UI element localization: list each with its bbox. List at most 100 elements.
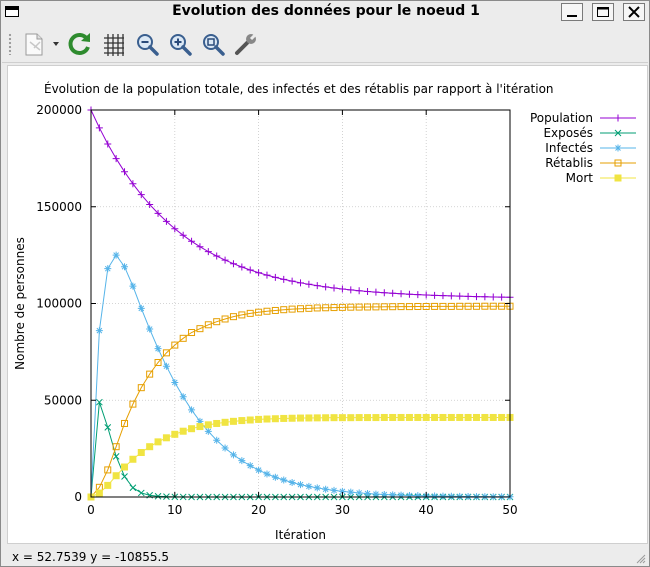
data-point-population	[280, 275, 288, 283]
data-point-population	[439, 292, 447, 300]
legend-label-mort: Mort	[566, 171, 594, 185]
data-point-population	[112, 155, 120, 163]
zoom-out-button[interactable]	[133, 30, 161, 58]
window-title: Evolution des données pour le noeud 1	[172, 3, 480, 19]
grid-button[interactable]	[100, 30, 128, 58]
settings-button[interactable]	[232, 30, 260, 58]
data-point-infectes	[121, 263, 129, 271]
data-point-retablis	[229, 313, 237, 321]
data-point-retablis	[439, 302, 447, 310]
data-point-retablis	[313, 304, 321, 312]
copy-dropdown-button[interactable]	[51, 30, 61, 58]
data-point-infectes	[188, 406, 196, 414]
data-point-population	[431, 291, 439, 299]
data-point-retablis	[154, 359, 162, 367]
data-point-mort	[439, 413, 447, 421]
data-point-infectes	[95, 327, 103, 335]
data-point-exposes	[112, 453, 120, 460]
data-point-mort	[196, 423, 204, 431]
replot-icon	[68, 33, 90, 55]
data-point-population	[405, 290, 413, 298]
data-point-mort	[129, 455, 137, 463]
data-point-infectes	[405, 491, 413, 499]
maximize-button[interactable]	[592, 3, 614, 21]
resize-grip-icon[interactable]	[634, 552, 646, 564]
data-point-infectes	[162, 362, 170, 370]
toolbar-grip[interactable]	[8, 33, 12, 55]
data-point-infectes	[154, 345, 162, 353]
x-tick-label: 50	[502, 503, 517, 517]
data-point-population	[255, 269, 263, 277]
window-icon[interactable]	[5, 6, 19, 17]
data-point-infectes	[322, 485, 330, 493]
data-point-mort	[146, 443, 154, 451]
data-point-retablis	[347, 303, 355, 311]
data-point-retablis	[288, 305, 296, 313]
data-point-infectes	[171, 378, 179, 386]
data-point-population	[380, 289, 388, 297]
data-point-retablis	[498, 302, 506, 310]
data-point-mort	[431, 413, 439, 421]
data-point-mort	[221, 418, 229, 426]
data-point-retablis	[372, 303, 380, 311]
data-point-mort	[288, 414, 296, 422]
title-bar[interactable]: Evolution des données pour le noeud 1	[1, 1, 649, 23]
data-point-infectes	[146, 325, 154, 333]
series-line-infectes	[90, 254, 511, 498]
data-point-population	[464, 292, 472, 300]
data-point-mort	[297, 414, 304, 422]
data-point-mort	[456, 413, 464, 421]
data-point-mort	[263, 415, 271, 423]
data-point-infectes	[297, 481, 304, 489]
data-point-retablis	[246, 309, 254, 317]
y-axis-label: Nombre de personnes	[13, 237, 27, 370]
data-point-retablis	[397, 303, 405, 311]
data-point-population	[364, 287, 372, 295]
minimize-button[interactable]	[561, 3, 583, 21]
data-point-retablis	[355, 303, 363, 311]
plot-area[interactable]: 0 10 20 30 40 50 0 50000 100000 150000 200000 Évolu…	[7, 65, 648, 544]
data-point-population	[347, 286, 355, 294]
data-point-infectes	[397, 491, 405, 499]
data-point-mort	[489, 413, 497, 421]
x-tick-label: 40	[419, 503, 434, 517]
legend-marker-mort	[614, 174, 622, 182]
close-button[interactable]	[623, 3, 645, 21]
legend-label-infectes: Infectés	[545, 141, 593, 155]
data-point-retablis	[179, 334, 187, 342]
data-point-population	[472, 293, 480, 301]
zoom-fit-button[interactable]	[199, 30, 227, 58]
data-point-retablis	[213, 318, 221, 326]
copy-button[interactable]	[20, 30, 48, 58]
data-point-infectes	[204, 427, 212, 435]
cursor-coordinates: x = 52.7539 y = -10855.5	[12, 550, 169, 564]
data-point-retablis	[472, 302, 480, 310]
data-point-population	[154, 209, 162, 217]
replot-button[interactable]	[66, 30, 94, 58]
data-point-infectes	[280, 476, 288, 484]
data-point-retablis	[297, 305, 304, 313]
data-point-population	[422, 291, 430, 299]
data-point-infectes	[112, 251, 120, 259]
data-point-population	[204, 248, 212, 256]
data-point-mort	[347, 414, 355, 422]
data-point-retablis	[121, 419, 129, 427]
data-point-mort	[447, 413, 455, 421]
data-point-retablis	[330, 304, 338, 312]
data-point-mort	[154, 438, 162, 446]
data-point-retablis	[489, 302, 497, 310]
data-point-retablis	[431, 302, 439, 310]
y-tick-label: 150000	[36, 200, 82, 214]
series-line-retablis	[90, 305, 510, 498]
data-point-mort	[246, 416, 254, 424]
data-point-mort	[397, 413, 405, 421]
data-point-infectes	[305, 482, 313, 490]
data-point-mort	[104, 481, 112, 489]
data-point-retablis	[196, 325, 204, 333]
minimize-icon	[567, 15, 577, 17]
zoom-in-button[interactable]	[166, 30, 194, 58]
data-point-population	[389, 289, 397, 297]
data-point-population	[104, 140, 112, 148]
data-point-mort	[481, 413, 489, 421]
data-point-retablis	[171, 341, 179, 349]
